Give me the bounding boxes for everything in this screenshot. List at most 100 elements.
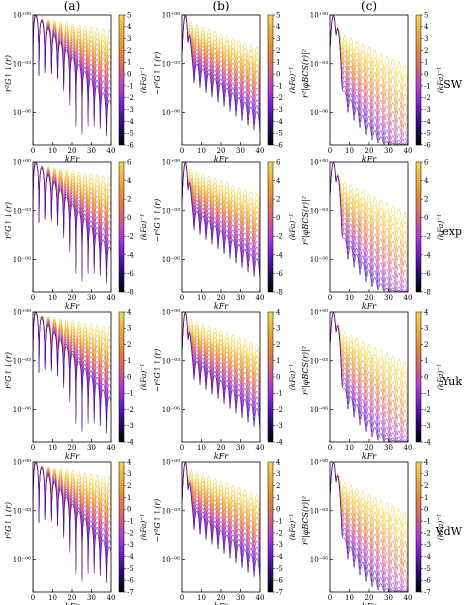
- colorbar-tick-label: 2: [424, 47, 428, 55]
- series-line: [330, 462, 408, 591]
- series-line: [182, 462, 260, 535]
- y-tick-label: 10⁻⁰³: [162, 357, 180, 365]
- series-line: [182, 462, 260, 571]
- x-tick-label: 30: [236, 147, 245, 155]
- colorbar-tick-label: -5: [424, 565, 431, 573]
- x-tick-label: 20: [68, 294, 77, 302]
- colorbar-tick-label: 0: [424, 373, 428, 381]
- y-tick-label: 10⁻⁰⁶: [13, 256, 31, 264]
- colorbar-tick-label: -6: [127, 270, 134, 278]
- series-line: [330, 462, 408, 592]
- colorbar-tick-label: -6: [276, 141, 283, 149]
- series-line: [330, 162, 408, 241]
- curve-family: [182, 162, 260, 281]
- colorbar-tick-label: 2: [424, 482, 428, 490]
- y-axis-label: −r²G↑↑(r): [153, 52, 162, 96]
- colorbar-tick-label: -1: [424, 517, 431, 525]
- series-line: [330, 312, 408, 441]
- colorbar-tick-label: -2: [276, 94, 283, 102]
- colorbar-tick-label: 4: [276, 458, 281, 466]
- colorbar-tick-label: 3: [127, 35, 131, 43]
- series-line: [182, 15, 260, 134]
- series-line: [330, 462, 408, 579]
- colorbar-label: (kFa)⁻¹: [139, 514, 148, 541]
- colorbar-tick-label: 2: [127, 196, 131, 204]
- colorbar-label: (kFa)⁻¹: [436, 514, 445, 541]
- series-line: [182, 15, 260, 124]
- x-axis-label: kFr: [214, 155, 229, 164]
- colorbar-tick-label: 0: [127, 373, 131, 381]
- series-line: [330, 312, 408, 442]
- curve-family: [33, 162, 111, 292]
- colorbar: [415, 14, 422, 146]
- colorbar-tick-label: -4: [127, 553, 134, 561]
- colorbar-tick-label: -4: [424, 553, 431, 561]
- x-tick-label: 40: [107, 444, 116, 452]
- x-tick-label: 40: [404, 147, 413, 155]
- colorbar-tick-label: -4: [127, 251, 134, 259]
- colorbar-tick-label: -4: [127, 118, 134, 126]
- curve-family: [330, 312, 408, 442]
- colorbar-tick-label: -8: [127, 288, 134, 296]
- colorbar-tick-label: 4: [127, 308, 132, 316]
- x-tick-label: 40: [256, 594, 265, 602]
- colorbar-tick-label: -6: [276, 270, 283, 278]
- series-line: [330, 162, 408, 261]
- colorbar-tick-label: -4: [276, 553, 283, 561]
- colorbar-tick-label: -4: [424, 118, 431, 126]
- series-line: [182, 462, 260, 565]
- x-tick-label: 20: [68, 594, 77, 602]
- series-line: [182, 312, 260, 385]
- colorbar-tick-label: 2: [276, 482, 280, 490]
- colorbar-tick-label: -6: [424, 577, 431, 585]
- y-tick-label: 10⁺⁰⁰: [13, 159, 31, 167]
- colorbar-tick-label: -8: [424, 288, 431, 296]
- x-tick-label: 0: [180, 444, 184, 452]
- y-tick-label: 10⁺⁰⁰: [13, 12, 31, 20]
- colorbar-tick-label: -6: [127, 141, 134, 149]
- colorbar-label: (kFa)⁻¹: [139, 214, 148, 241]
- series-line: [182, 15, 260, 70]
- colorbar-tick-label: -2: [127, 529, 134, 537]
- series-line: [182, 312, 260, 391]
- colorbar-tick-label: -2: [127, 233, 134, 241]
- row-label: VdW: [435, 525, 463, 538]
- x-tick-label: 0: [328, 147, 332, 155]
- y-axis-label: r²|φBCS(r)|²: [301, 196, 310, 245]
- colorbar-tick-label: 2: [127, 341, 131, 349]
- colorbar-tick-label: -2: [127, 406, 134, 414]
- y-tick-label: 10⁺⁰⁰: [162, 459, 180, 467]
- colorbar-tick-label: -1: [127, 390, 134, 398]
- x-tick-label: 30: [87, 594, 96, 602]
- row-label: SW: [443, 78, 463, 91]
- series-line: [330, 15, 408, 145]
- y-tick-label: 10⁻⁰³: [13, 357, 31, 365]
- series-line: [182, 462, 260, 581]
- y-tick-label: 10⁻⁰³: [13, 507, 31, 515]
- colorbar-tick-label: -1: [127, 82, 134, 90]
- curve-family: [330, 162, 408, 292]
- colorbar-tick-label: 2: [127, 482, 131, 490]
- colorbar-tick-label: -1: [424, 82, 431, 90]
- series-line: [182, 15, 260, 112]
- y-tick-label: 10⁻⁰³: [162, 207, 180, 215]
- colorbar-tick-label: 1: [424, 494, 428, 502]
- x-axis-label: kFr: [362, 155, 377, 164]
- series-line: [182, 462, 260, 547]
- series-line: [330, 462, 408, 592]
- x-tick-label: 0: [31, 147, 35, 155]
- y-axis-label: r²|φBCS(r)|²: [301, 496, 310, 545]
- colorbar-tick-label: 0: [276, 506, 280, 514]
- colorbar-tick-label: 0: [424, 70, 428, 78]
- series-line: [182, 462, 260, 559]
- curve-family: [33, 15, 111, 145]
- series-line: [182, 15, 260, 82]
- y-tick-label: 10⁺⁰⁰: [162, 159, 180, 167]
- y-axis-label: r²|φBCS(r)|²: [301, 49, 310, 98]
- x-tick-label: 20: [365, 444, 374, 452]
- series-line: [182, 312, 260, 431]
- colorbar-tick-label: -2: [276, 233, 283, 241]
